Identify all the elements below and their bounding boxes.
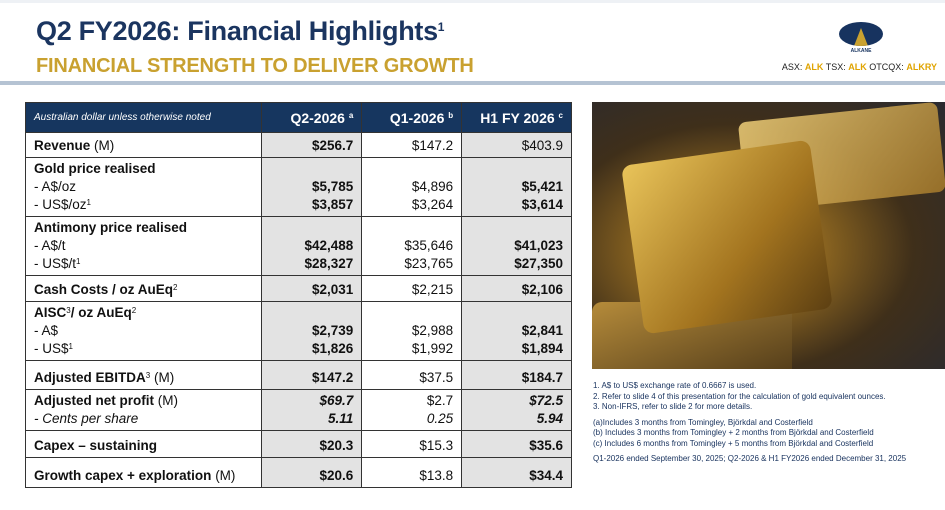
gold-bars-photo bbox=[592, 102, 945, 369]
footnotes: 1. A$ to US$ exchange rate of 0.6667 is … bbox=[593, 381, 907, 463]
table-row: Adjusted EBITDA3 (M) $147.2 $37.5 $184.7 bbox=[24, 360, 572, 390]
table-row: Revenue (M) $256.7 $147.2 $403.9 bbox=[24, 132, 572, 158]
page-title: Q2 FY2026: Financial Highlights1 bbox=[36, 16, 445, 46]
table-header: Australian dollar unless otherwise noted… bbox=[24, 102, 572, 133]
top-bar bbox=[0, 0, 945, 3]
table-row: Growth capex + exploration (M) $20.6 $13… bbox=[24, 457, 572, 488]
table-row: Antimony price realised - A$/t - US$/t1 $4… bbox=[24, 216, 572, 276]
divider bbox=[0, 81, 945, 85]
table-row: Gold price realised - A$/oz - US$/oz1 $5,7… bbox=[24, 157, 572, 217]
page-subtitle: FINANCIAL STRENGTH TO DELIVER GROWTH bbox=[36, 55, 474, 77]
ticker-symbols: ASX: ALK TSX: ALK OTCQX: ALKRY bbox=[781, 62, 937, 72]
table-row: Adjusted net profit (M) - Cents per share… bbox=[24, 389, 572, 431]
alkane-logo: ALKANE bbox=[838, 22, 884, 54]
table-row: AISC3/ oz AuEq2- A$ - US$1 $2,739 $1,826 $… bbox=[24, 301, 572, 361]
financial-highlights-table: Australian dollar unless otherwise noted… bbox=[24, 102, 572, 488]
table-row: Cash Costs / oz AuEq2 $2,031 $2,215 $2,1… bbox=[24, 275, 572, 302]
table-row: Capex – sustaining $20.3 $15.3 $35.6 bbox=[24, 430, 572, 458]
